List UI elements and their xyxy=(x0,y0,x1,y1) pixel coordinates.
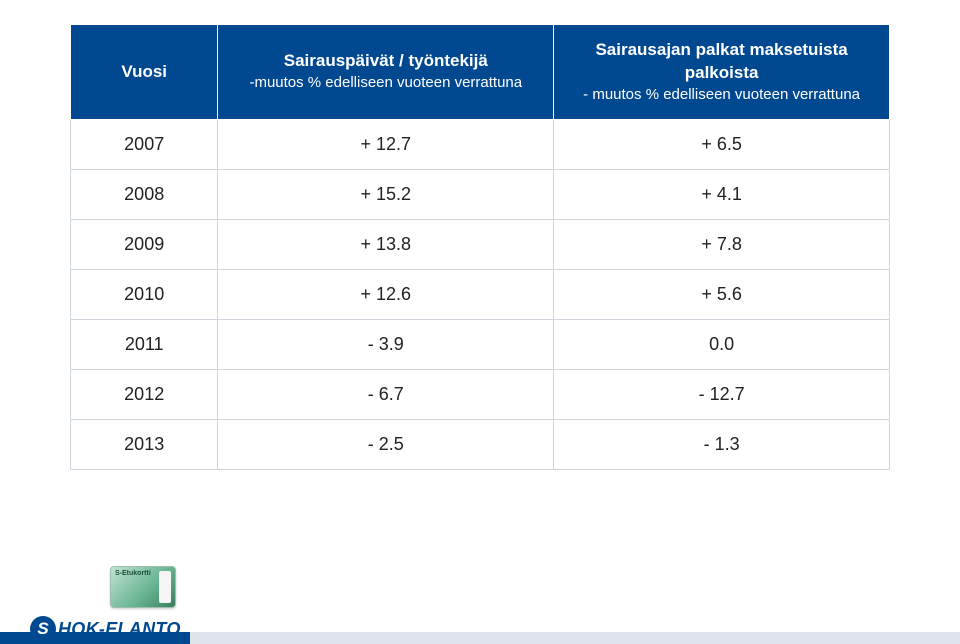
col-header-year-title: Vuosi xyxy=(121,62,167,81)
col-header-sickdays-title: Sairauspäivät / työntekijä xyxy=(284,51,488,70)
cell-sickdays: + 13.8 xyxy=(218,220,554,270)
cell-sickdays: - 2.5 xyxy=(218,420,554,470)
cell-year: 2008 xyxy=(71,170,218,220)
table-body: 2007 + 12.7 + 6.5 2008 + 15.2 + 4.1 2009… xyxy=(71,120,890,470)
cell-year: 2007 xyxy=(71,120,218,170)
cell-sickpay: - 1.3 xyxy=(554,420,890,470)
table-row: 2008 + 15.2 + 4.1 xyxy=(71,170,890,220)
col-header-sickdays-sub: -muutos % edelliseen vuoteen verrattuna xyxy=(228,73,543,93)
table-row: 2013 - 2.5 - 1.3 xyxy=(71,420,890,470)
cell-sickpay: + 5.6 xyxy=(554,270,890,320)
table-row: 2010 + 12.6 + 5.6 xyxy=(71,270,890,320)
cell-sickdays: + 12.7 xyxy=(218,120,554,170)
table-row: 2009 + 13.8 + 7.8 xyxy=(71,220,890,270)
col-header-year: Vuosi xyxy=(71,25,218,120)
cell-sickpay: + 4.1 xyxy=(554,170,890,220)
cell-sickpay: - 12.7 xyxy=(554,370,890,420)
brand-logo-text: HOK-ELANTO xyxy=(58,619,181,640)
col-header-sickpay: Sairausajan palkat maksetuista palkoista… xyxy=(554,25,890,120)
cell-year: 2009 xyxy=(71,220,218,270)
cell-sickpay: + 7.8 xyxy=(554,220,890,270)
col-header-sickpay-title: Sairausajan palkat maksetuista palkoista xyxy=(595,40,847,82)
data-table-container: Vuosi Sairauspäivät / työntekijä -muutos… xyxy=(70,24,890,470)
footer: S-Etukortti S HOK-ELANTO xyxy=(0,578,960,644)
footer-accent-grey xyxy=(190,632,960,644)
brand-logo: S HOK-ELANTO xyxy=(30,616,181,642)
cell-sickpay: + 6.5 xyxy=(554,120,890,170)
loyalty-card-icon: S-Etukortti xyxy=(110,566,176,608)
loyalty-card-label: S-Etukortti xyxy=(115,570,151,577)
cell-sickdays: - 3.9 xyxy=(218,320,554,370)
cell-year: 2012 xyxy=(71,370,218,420)
table-row: 2007 + 12.7 + 6.5 xyxy=(71,120,890,170)
cell-year: 2010 xyxy=(71,270,218,320)
col-header-sickdays: Sairauspäivät / työntekijä -muutos % ede… xyxy=(218,25,554,120)
cell-sickdays: - 6.7 xyxy=(218,370,554,420)
cell-year: 2013 xyxy=(71,420,218,470)
brand-logo-mark-icon: S xyxy=(30,616,56,642)
col-header-sickpay-sub: - muutos % edelliseen vuoteen verrattuna xyxy=(564,85,879,105)
table-row: 2011 - 3.9 0.0 xyxy=(71,320,890,370)
cell-sickdays: + 12.6 xyxy=(218,270,554,320)
data-table: Vuosi Sairauspäivät / työntekijä -muutos… xyxy=(70,24,890,470)
cell-sickpay: 0.0 xyxy=(554,320,890,370)
table-row: 2012 - 6.7 - 12.7 xyxy=(71,370,890,420)
cell-year: 2011 xyxy=(71,320,218,370)
cell-sickdays: + 15.2 xyxy=(218,170,554,220)
